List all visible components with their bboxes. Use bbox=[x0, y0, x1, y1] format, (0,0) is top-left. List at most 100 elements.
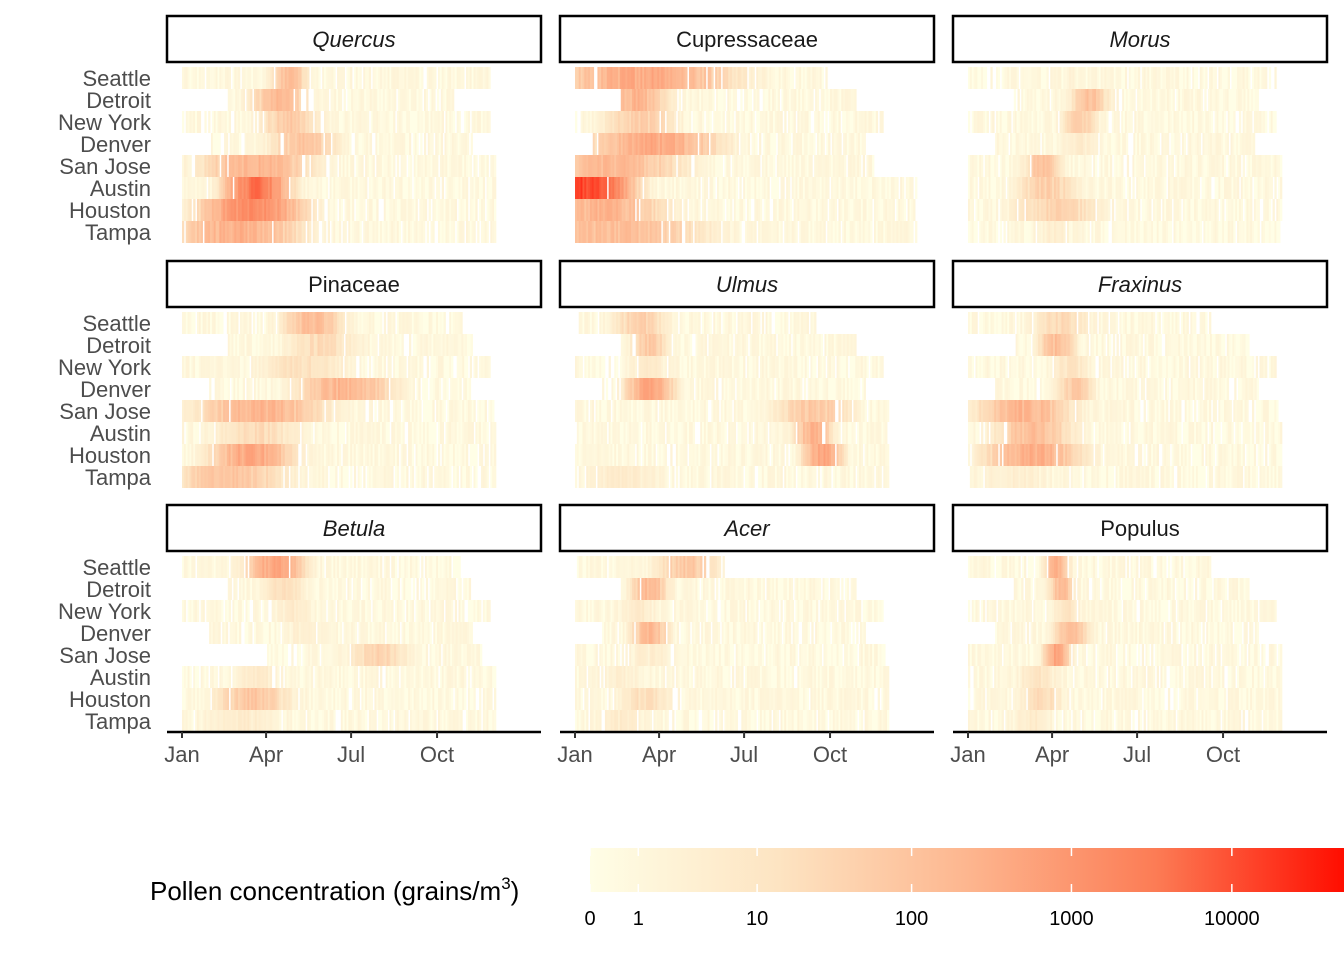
heat-cell bbox=[195, 444, 198, 466]
heat-cell bbox=[239, 466, 243, 488]
heat-cell bbox=[619, 155, 623, 177]
heat-cell bbox=[739, 199, 742, 221]
heat-cell bbox=[864, 177, 867, 199]
heat-cell bbox=[277, 199, 280, 221]
heat-cell bbox=[202, 356, 205, 378]
heat-cell bbox=[1044, 67, 1047, 89]
heat-cell bbox=[636, 155, 639, 177]
heat-cell bbox=[1139, 111, 1143, 133]
heat-cell bbox=[823, 221, 826, 243]
heat-cell bbox=[462, 67, 465, 89]
heat-cell bbox=[786, 177, 789, 199]
heat-cell bbox=[1042, 221, 1046, 243]
heat-cell bbox=[797, 111, 800, 133]
heat-cell bbox=[1195, 89, 1198, 111]
heat-cell bbox=[394, 378, 397, 400]
heat-cell bbox=[185, 177, 189, 199]
heat-cell bbox=[1119, 67, 1122, 89]
heat-cell bbox=[380, 89, 384, 111]
heat-cell bbox=[463, 378, 466, 400]
heat-cell bbox=[376, 177, 379, 199]
heat-cell bbox=[1182, 111, 1186, 133]
heat-cell bbox=[466, 177, 469, 199]
heat-cell bbox=[359, 67, 362, 89]
heat-cell bbox=[836, 221, 839, 243]
heat-cell bbox=[730, 199, 733, 221]
heat-cell bbox=[756, 67, 759, 89]
heat-row-austin bbox=[182, 177, 497, 199]
heat-cell bbox=[1053, 133, 1056, 155]
heat-cell bbox=[253, 334, 257, 356]
heat-cell bbox=[210, 221, 213, 243]
heat-cell bbox=[598, 133, 601, 155]
heat-cell bbox=[374, 422, 377, 444]
heat-cell bbox=[1165, 133, 1168, 155]
heat-cell bbox=[1081, 155, 1085, 177]
heat-cell bbox=[279, 111, 282, 133]
heat-cell bbox=[322, 356, 325, 378]
heat-cell bbox=[877, 177, 880, 199]
heat-cell bbox=[466, 111, 469, 133]
heat-cell bbox=[348, 400, 351, 422]
heat-cell bbox=[1268, 67, 1272, 89]
heat-cell bbox=[466, 155, 469, 177]
heat-cell bbox=[210, 466, 213, 488]
heat-cell bbox=[782, 67, 785, 89]
heat-cell bbox=[436, 155, 439, 177]
heat-cell bbox=[417, 155, 420, 177]
heat-cell bbox=[288, 67, 291, 89]
heat-cell bbox=[646, 67, 649, 89]
heat-cell bbox=[381, 444, 385, 466]
heat-cell bbox=[642, 221, 645, 243]
heat-cell bbox=[301, 444, 304, 466]
heat-cell bbox=[460, 155, 463, 177]
heat-cell bbox=[221, 422, 224, 444]
heat-cell bbox=[367, 378, 371, 400]
heat-cell bbox=[575, 155, 578, 177]
heat-cell bbox=[471, 199, 474, 221]
heat-cell bbox=[655, 67, 658, 89]
heat-cell bbox=[251, 356, 254, 378]
heat-cell bbox=[238, 89, 242, 111]
heat-cell bbox=[582, 155, 585, 177]
heat-cell bbox=[851, 111, 854, 133]
heat-cell bbox=[331, 444, 334, 466]
heat-cell bbox=[1183, 133, 1187, 155]
heat-cell bbox=[394, 334, 397, 356]
heat-cell bbox=[688, 111, 692, 133]
heat-cell bbox=[457, 334, 460, 356]
heat-cell bbox=[217, 111, 220, 133]
heat-cell bbox=[195, 67, 198, 89]
heat-cell bbox=[404, 444, 407, 466]
heat-cell bbox=[187, 312, 190, 334]
heat-cell bbox=[307, 199, 310, 221]
heat-row-tampa bbox=[968, 221, 1281, 243]
heat-cell bbox=[626, 89, 629, 111]
heat-cell bbox=[1133, 89, 1136, 111]
heat-cell bbox=[285, 89, 288, 111]
heat-cell bbox=[1187, 89, 1190, 111]
heat-cell bbox=[1152, 111, 1156, 133]
heat-cell bbox=[266, 312, 269, 334]
heat-cell bbox=[217, 155, 220, 177]
heat-cell bbox=[1134, 199, 1137, 221]
heat-cell bbox=[734, 89, 738, 111]
heat-cell bbox=[774, 177, 778, 199]
heat-cell bbox=[185, 312, 189, 334]
heat-cell bbox=[417, 422, 420, 444]
heat-cell bbox=[664, 177, 667, 199]
heat-cell bbox=[473, 199, 476, 221]
heat-cell bbox=[999, 177, 1003, 199]
heat-cell bbox=[1033, 221, 1036, 243]
heat-cell bbox=[677, 221, 681, 243]
heat-cell bbox=[693, 89, 696, 111]
heat-cell bbox=[1216, 221, 1219, 243]
heat-cell bbox=[700, 155, 703, 177]
heat-cell bbox=[382, 378, 386, 400]
heat-cell bbox=[1103, 89, 1106, 111]
heat-cell bbox=[282, 67, 286, 89]
heat-cell bbox=[659, 67, 662, 89]
heat-cell bbox=[430, 177, 433, 199]
heat-cell bbox=[1231, 221, 1234, 243]
heat-cell bbox=[432, 444, 435, 466]
